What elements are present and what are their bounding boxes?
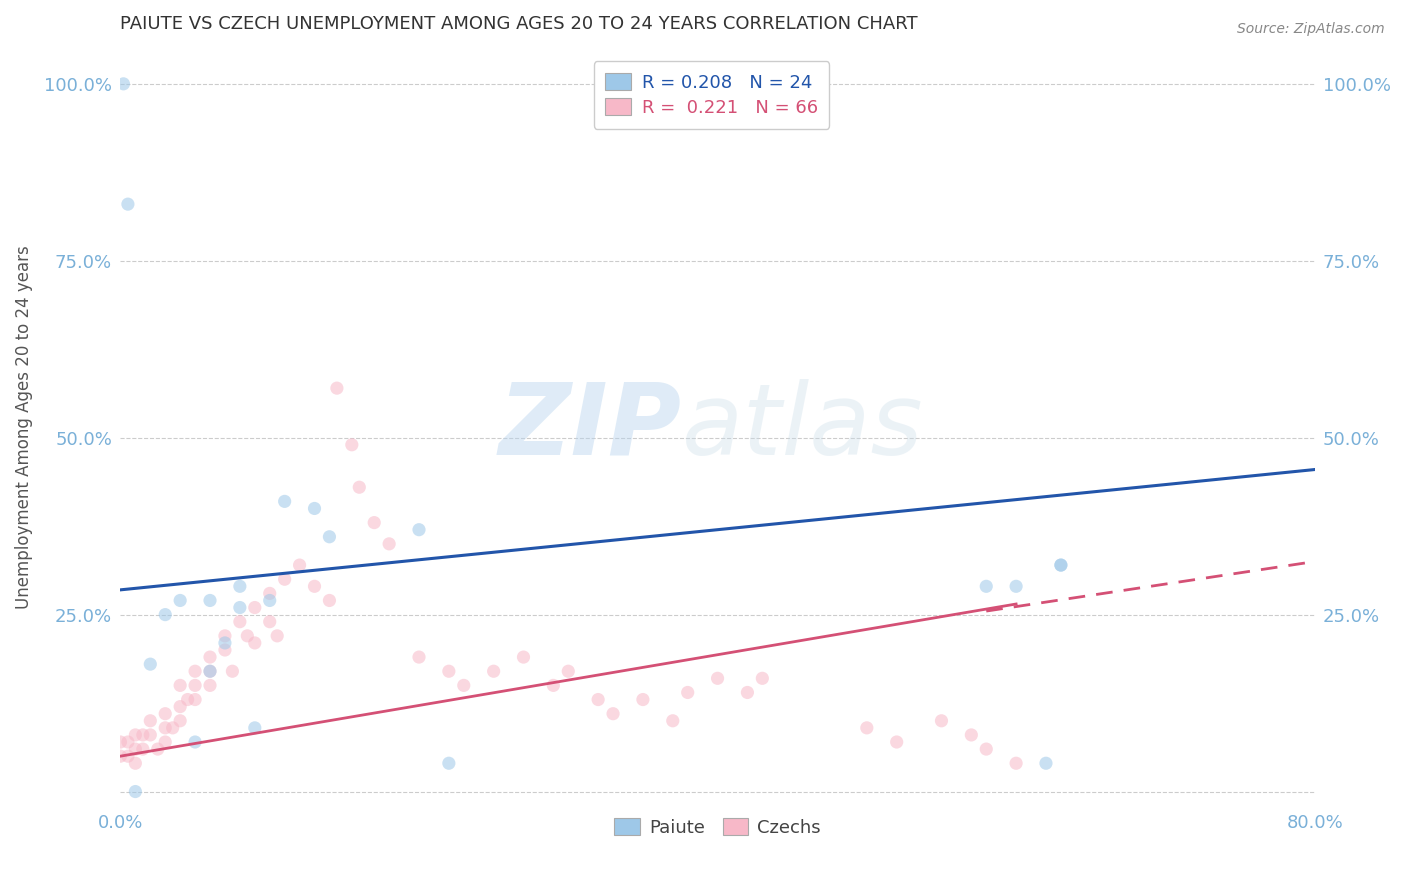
- Point: [974, 742, 997, 756]
- Point: [184, 692, 207, 706]
- Point: [169, 678, 191, 692]
- Point: [318, 530, 340, 544]
- Point: [737, 685, 759, 699]
- Point: [363, 516, 385, 530]
- Point: [117, 735, 139, 749]
- Point: [557, 665, 579, 679]
- Point: [221, 665, 243, 679]
- Point: [198, 665, 221, 679]
- Point: [132, 728, 155, 742]
- Point: [124, 756, 146, 771]
- Point: [602, 706, 624, 721]
- Point: [960, 728, 983, 742]
- Point: [259, 615, 281, 629]
- Point: [318, 593, 340, 607]
- Point: [340, 438, 363, 452]
- Point: [676, 685, 699, 699]
- Point: [229, 615, 252, 629]
- Point: [198, 650, 221, 665]
- Point: [408, 523, 430, 537]
- Point: [176, 692, 198, 706]
- Point: [662, 714, 685, 728]
- Point: [1035, 756, 1057, 771]
- Point: [974, 579, 997, 593]
- Point: [155, 607, 177, 622]
- Point: [751, 671, 773, 685]
- Point: [453, 678, 475, 692]
- Point: [856, 721, 879, 735]
- Point: [437, 756, 460, 771]
- Point: [273, 572, 295, 586]
- Point: [243, 721, 266, 735]
- Point: [243, 636, 266, 650]
- Point: [437, 665, 460, 679]
- Point: [169, 699, 191, 714]
- Point: [886, 735, 908, 749]
- Point: [169, 714, 191, 728]
- Point: [117, 197, 139, 211]
- Point: [124, 784, 146, 798]
- Point: [349, 480, 371, 494]
- Point: [184, 735, 207, 749]
- Point: [155, 721, 177, 735]
- Point: [214, 643, 236, 657]
- Point: [155, 735, 177, 749]
- Point: [214, 636, 236, 650]
- Point: [169, 593, 191, 607]
- Point: [110, 749, 132, 764]
- Point: [304, 501, 326, 516]
- Point: [543, 678, 565, 692]
- Point: [586, 692, 609, 706]
- Point: [273, 494, 295, 508]
- Point: [1050, 558, 1073, 572]
- Point: [931, 714, 953, 728]
- Point: [112, 77, 135, 91]
- Point: [1050, 558, 1073, 572]
- Point: [512, 650, 534, 665]
- Point: [236, 629, 259, 643]
- Point: [124, 742, 146, 756]
- Point: [266, 629, 288, 643]
- Point: [259, 586, 281, 600]
- Y-axis label: Unemployment Among Ages 20 to 24 years: Unemployment Among Ages 20 to 24 years: [15, 245, 32, 609]
- Point: [482, 665, 505, 679]
- Point: [214, 629, 236, 643]
- Point: [378, 537, 401, 551]
- Point: [139, 714, 162, 728]
- Point: [288, 558, 311, 572]
- Point: [124, 728, 146, 742]
- Point: [139, 657, 162, 672]
- Point: [706, 671, 728, 685]
- Point: [198, 665, 221, 679]
- Point: [198, 678, 221, 692]
- Point: [1005, 579, 1028, 593]
- Text: PAIUTE VS CZECH UNEMPLOYMENT AMONG AGES 20 TO 24 YEARS CORRELATION CHART: PAIUTE VS CZECH UNEMPLOYMENT AMONG AGES …: [121, 15, 918, 33]
- Text: atlas: atlas: [682, 378, 924, 475]
- Point: [184, 678, 207, 692]
- Point: [117, 749, 139, 764]
- Text: ZIP: ZIP: [499, 378, 682, 475]
- Point: [229, 600, 252, 615]
- Text: Source: ZipAtlas.com: Source: ZipAtlas.com: [1237, 22, 1385, 37]
- Legend: Paiute, Czechs: Paiute, Czechs: [606, 809, 830, 846]
- Point: [408, 650, 430, 665]
- Point: [184, 665, 207, 679]
- Point: [132, 742, 155, 756]
- Point: [631, 692, 654, 706]
- Point: [243, 600, 266, 615]
- Point: [155, 706, 177, 721]
- Point: [198, 593, 221, 607]
- Point: [304, 579, 326, 593]
- Point: [326, 381, 349, 395]
- Point: [259, 593, 281, 607]
- Point: [139, 728, 162, 742]
- Point: [146, 742, 169, 756]
- Point: [162, 721, 184, 735]
- Point: [110, 735, 132, 749]
- Point: [229, 579, 252, 593]
- Point: [1005, 756, 1028, 771]
